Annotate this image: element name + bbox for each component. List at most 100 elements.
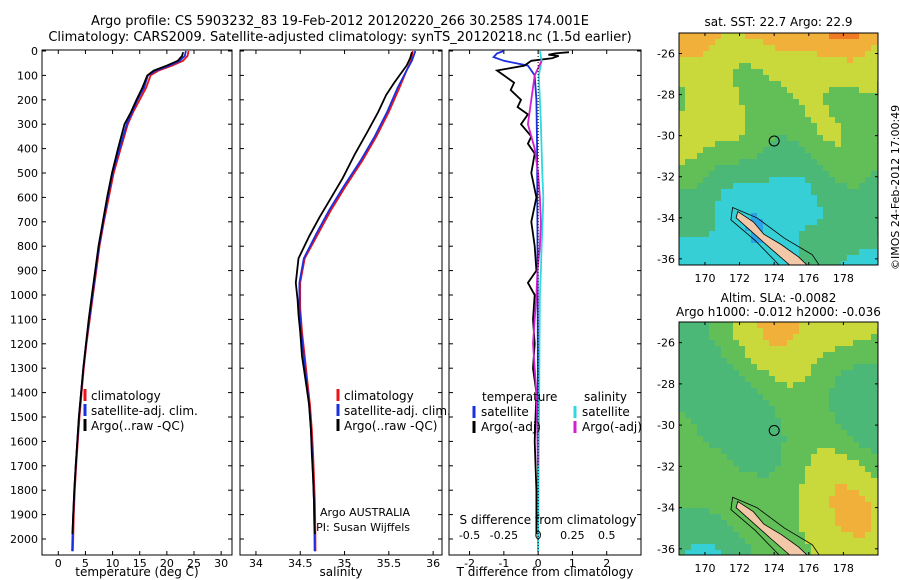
map-cell: [871, 255, 877, 261]
map-cell: [769, 81, 775, 87]
map-cell: [763, 478, 769, 484]
map-cell: [685, 69, 691, 75]
map-cell: [829, 436, 835, 442]
map-cell: [817, 99, 823, 105]
map-cell: [841, 171, 847, 177]
map-cell: [793, 63, 799, 69]
map-cell: [799, 526, 805, 532]
map-cell: [871, 508, 877, 514]
map-cell: [835, 322, 841, 328]
map-cell: [859, 520, 865, 526]
map-cell: [685, 388, 691, 394]
map-cell: [805, 508, 811, 514]
map-cell: [697, 490, 703, 496]
map-cell: [817, 550, 823, 555]
map-cell: [763, 448, 769, 454]
shelf-contour: [730, 206, 820, 265]
map-cell: [703, 394, 709, 400]
map-cell: [847, 394, 853, 400]
map-cell: [697, 165, 703, 171]
map-cell: [781, 129, 787, 135]
map-cell: [703, 328, 709, 334]
map-cell: [793, 388, 799, 394]
map-cell: [829, 490, 835, 496]
map-cell: [739, 370, 745, 376]
map-cell: [757, 171, 763, 177]
map-cell: [709, 334, 715, 340]
map-cell: [739, 33, 745, 39]
map-cell: [871, 51, 877, 57]
map-cell: [733, 526, 739, 532]
map-cell: [751, 117, 757, 123]
map-cell: [799, 39, 805, 45]
map-cell: [871, 87, 877, 93]
map-cell: [835, 45, 841, 51]
map-cell: [679, 394, 685, 400]
x-axis-label: T difference from climatology: [456, 565, 634, 579]
map-cell: [757, 322, 763, 328]
map-cell: [757, 436, 763, 442]
x-tick-label: 36: [426, 557, 440, 570]
map-cell: [763, 322, 769, 328]
map-cell: [745, 171, 751, 177]
map-cell: [853, 231, 859, 237]
map-cell: [733, 424, 739, 430]
map-cell: [805, 153, 811, 159]
map-cell: [769, 207, 775, 213]
map-cell: [871, 75, 877, 81]
map-cell: [709, 532, 715, 538]
map-cell: [799, 496, 805, 502]
map-cell: [679, 490, 685, 496]
map-cell: [691, 201, 697, 207]
map-cell: [799, 382, 805, 388]
map-cell: [739, 141, 745, 147]
map-cell: [817, 69, 823, 75]
map-cell: [703, 183, 709, 189]
map-cell: [709, 129, 715, 135]
map-cell: [775, 382, 781, 388]
map-cell: [841, 165, 847, 171]
map-cell: [721, 141, 727, 147]
map-cell: [871, 532, 877, 538]
map-cell: [835, 195, 841, 201]
map-cell: [787, 219, 793, 225]
map-cell: [703, 448, 709, 454]
map-cell: [685, 117, 691, 123]
map-cell: [757, 478, 763, 484]
map-cell: [715, 502, 721, 508]
map-cell: [865, 237, 871, 243]
map-cell: [859, 147, 865, 153]
map-cell: [781, 388, 787, 394]
map-cell: [679, 189, 685, 195]
map-cell: [811, 430, 817, 436]
map-cell: [817, 135, 823, 141]
map-cell: [751, 382, 757, 388]
map-cell: [709, 147, 715, 153]
map-cell: [799, 394, 805, 400]
map-cell: [859, 75, 865, 81]
map-cell: [739, 63, 745, 69]
map-cell: [835, 99, 841, 105]
map-cell: [805, 123, 811, 129]
map-cell: [715, 243, 721, 249]
map-cell: [787, 105, 793, 111]
map-cell: [775, 394, 781, 400]
map-cell: [709, 364, 715, 370]
map-cell: [865, 147, 871, 153]
map-cell: [691, 45, 697, 51]
map-cell: [829, 255, 835, 261]
map-cell: [691, 496, 697, 502]
map-cell: [691, 243, 697, 249]
map-cell: [685, 159, 691, 165]
top-tick-label: -0.25: [490, 529, 518, 542]
map-cell: [769, 412, 775, 418]
map-cell: [823, 237, 829, 243]
map-cell: [697, 117, 703, 123]
map-cell: [781, 33, 787, 39]
map-cell: [811, 394, 817, 400]
map-cell: [853, 39, 859, 45]
map-cell: [709, 123, 715, 129]
map-cell: [733, 195, 739, 201]
map-cell: [679, 376, 685, 382]
